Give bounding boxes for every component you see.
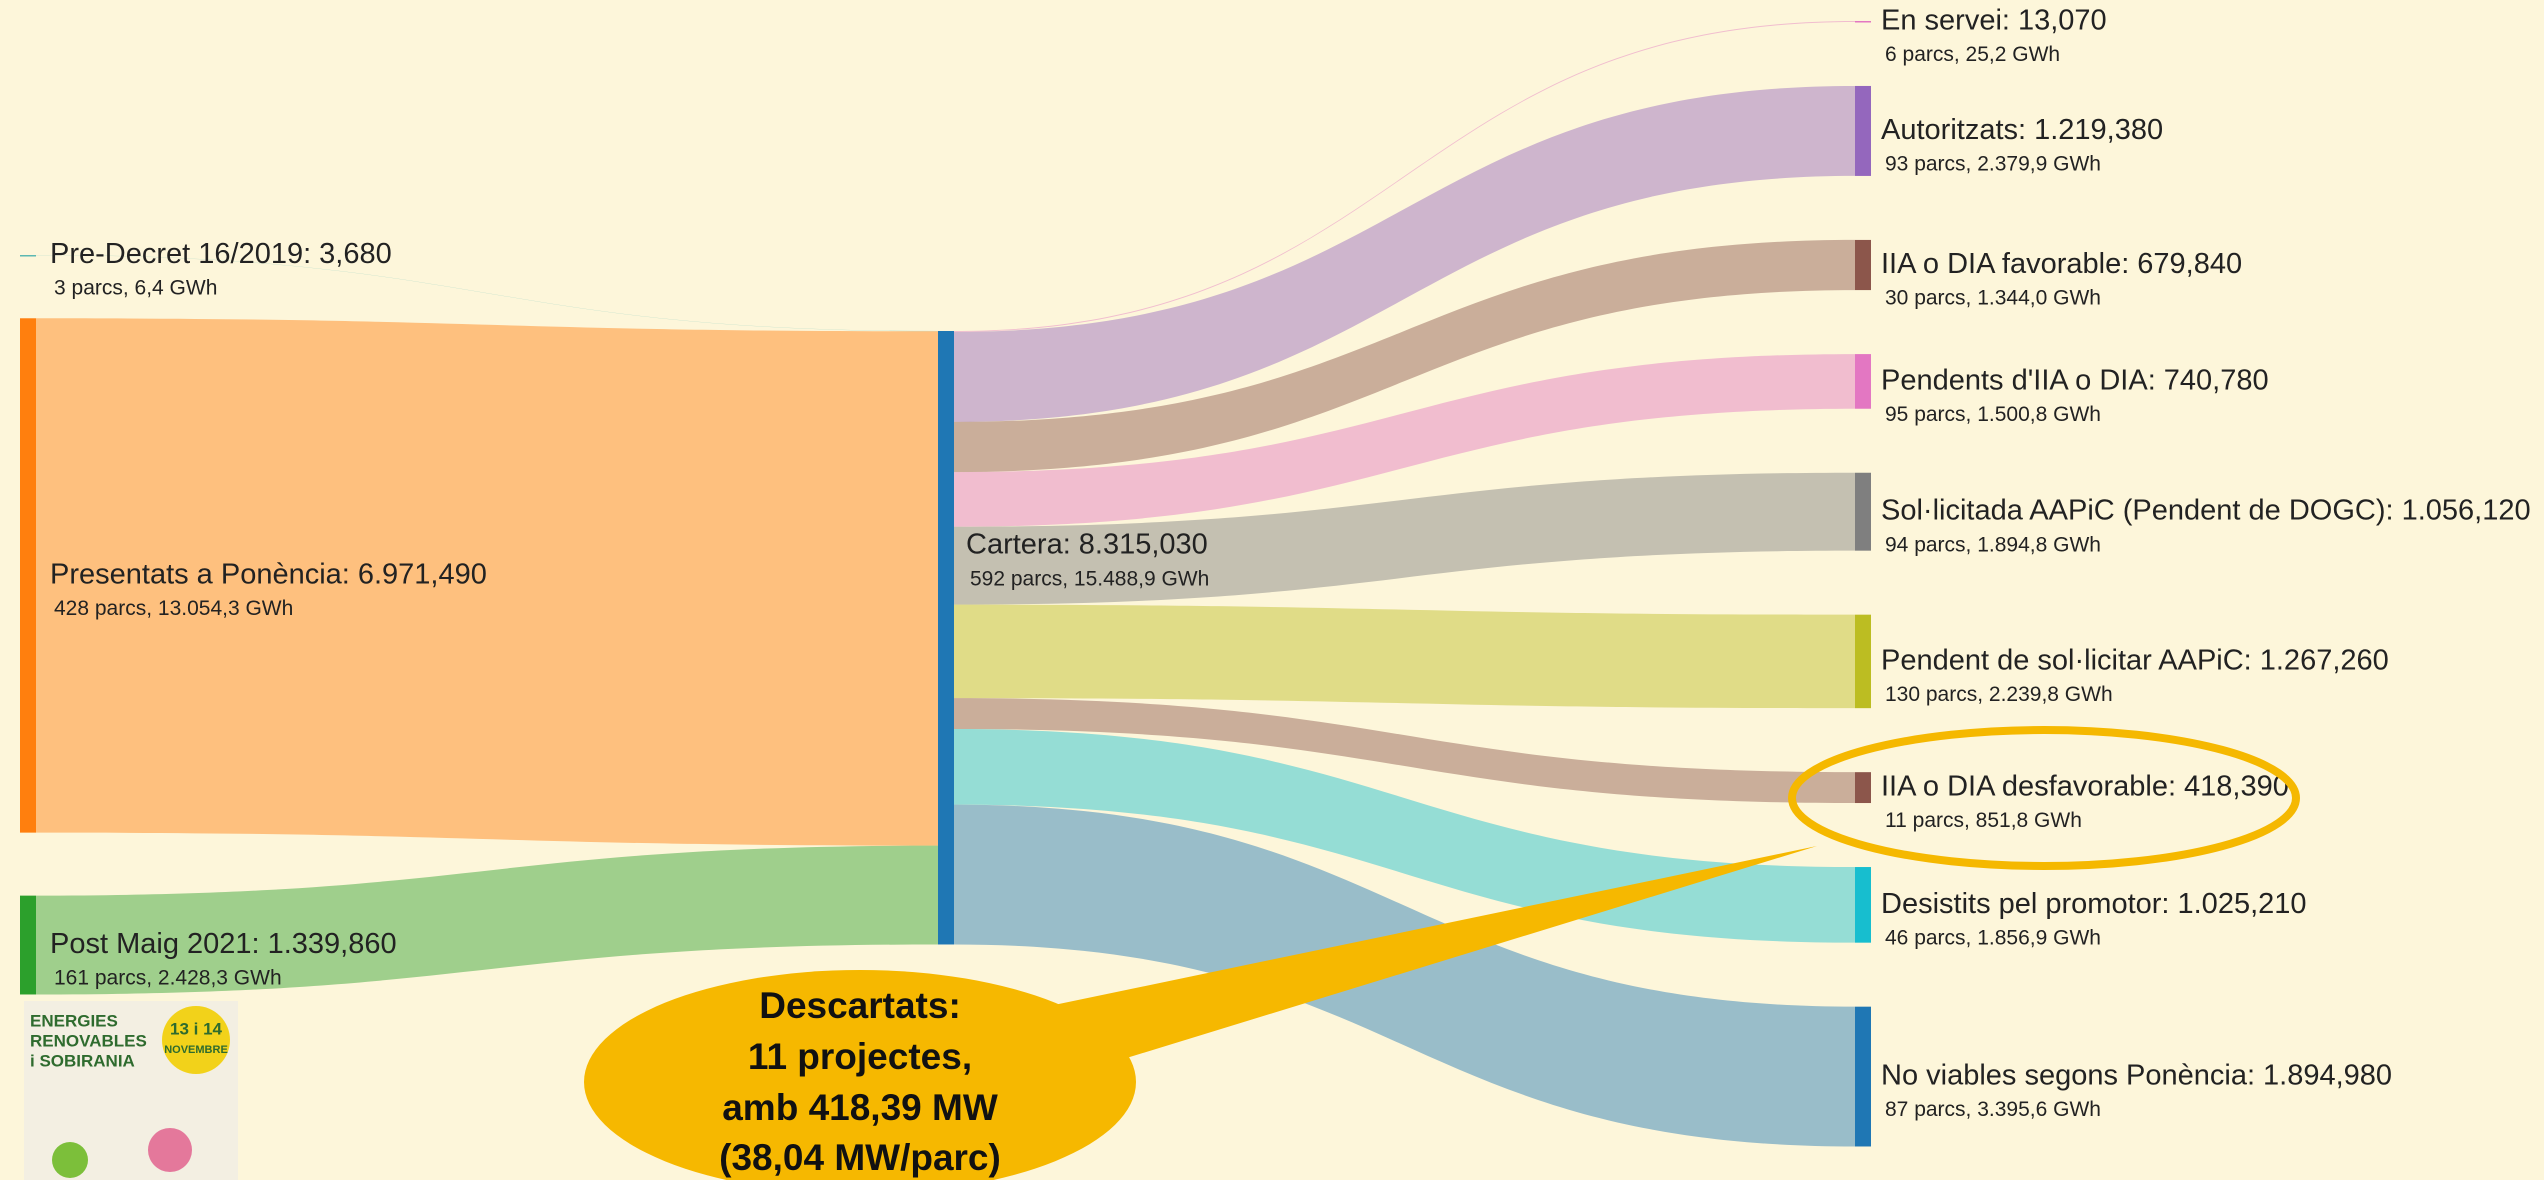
node-label: Presentats a Ponència: 6.971,490 — [50, 558, 487, 590]
node-name: IIA o DIA desfavorable: — [1881, 770, 2176, 802]
node-detail: 6 parcs, 25,2 GWh — [1885, 43, 2060, 66]
node-detail: 130 parcs, 2.239,8 GWh — [1885, 683, 2113, 706]
flow-link — [954, 698, 1855, 804]
poster-icon — [148, 1128, 192, 1172]
node-label: Sol·licitada AAPiC (Pendent de DOGC): 1.0… — [1881, 494, 2531, 526]
node-bar — [20, 318, 36, 833]
node-value: 8.315,030 — [1079, 528, 1208, 560]
callout-line: Descartats: — [759, 985, 961, 1026]
node-name: IIA o DIA favorable: — [1881, 248, 2129, 280]
nodes — [20, 21, 1871, 1147]
labels: Cartera: 8.315,030 592 parcs, 15.488,9 GWh… — [50, 4, 2531, 1121]
node-value: 740,780 — [2164, 364, 2269, 396]
node-bar — [1855, 867, 1871, 943]
node-detail: 161 parcs, 2.428,3 GWh — [54, 967, 282, 990]
node-bar — [1855, 1006, 1871, 1147]
node-value: 1.267,260 — [2260, 644, 2389, 676]
highlight-ring — [1788, 726, 2300, 870]
node-label: Autoritzats: 1.219,380 — [1881, 114, 2163, 146]
node-bar — [1855, 614, 1871, 709]
node-value: 679,840 — [2137, 248, 2242, 280]
poster-icon — [52, 1142, 88, 1178]
poster-sun — [162, 1006, 230, 1074]
node-label: Pre-Decret 16/2019: 3,680 — [50, 238, 392, 270]
node-label: Pendent de sol·licitar AAPiC: 1.267,260 — [1881, 644, 2389, 676]
node-detail: 93 parcs, 2.379,9 GWh — [1885, 152, 2101, 175]
node-label: Cartera: 8.315,030 — [966, 528, 1208, 560]
node-value: 1.894,980 — [2263, 1059, 2392, 1091]
node-label: No viables segons Ponència: 1.894,980 — [1881, 1059, 2392, 1091]
node-detail: 95 parcs, 1.500,8 GWh — [1885, 403, 2101, 426]
poster-date: 13 i 14 — [170, 1019, 223, 1038]
flow-link — [954, 21, 1855, 332]
node-detail: 592 parcs, 15.488,9 GWh — [970, 567, 1209, 590]
node-bar — [1855, 354, 1871, 409]
node-bar — [20, 895, 36, 995]
node-bar — [938, 331, 954, 945]
callout-line: 11 projectes, — [748, 1036, 972, 1077]
node-value: 3,680 — [319, 238, 392, 270]
node-detail: 428 parcs, 13.054,3 GWh — [54, 597, 293, 620]
poster-title: RENOVABLES — [30, 1031, 147, 1050]
flow-link — [954, 472, 1855, 605]
poster-title: i SOBIRANIA — [30, 1051, 135, 1070]
node-bar — [20, 255, 36, 257]
flow-link — [954, 604, 1855, 709]
node-detail: 3 parcs, 6,4 GWh — [54, 277, 217, 300]
node-bar — [1855, 239, 1871, 291]
node-name: Presentats a Ponència: — [50, 558, 350, 590]
flow-link — [36, 845, 938, 995]
node-label: Pendents d'IIA o DIA: 740,780 — [1881, 364, 2269, 396]
node-value: 1.339,860 — [268, 928, 397, 960]
node-name: Autoritzats: — [1881, 114, 2026, 146]
flow-link — [954, 239, 1855, 473]
node-label: IIA o DIA desfavorable: 418,390 — [1881, 770, 2289, 802]
callout-line: (38,04 MW/parc) — [719, 1137, 1001, 1178]
node-detail: 87 parcs, 3.395,6 GWh — [1885, 1098, 2101, 1121]
node-detail: 11 parcs, 851,8 GWh — [1885, 809, 2082, 832]
node-value: 418,390 — [2184, 770, 2289, 802]
node-value: 1.056,120 — [2402, 494, 2531, 526]
flow-link — [954, 804, 1855, 1147]
node-bar — [1855, 772, 1871, 804]
node-detail: 94 parcs, 1.894,8 GWh — [1885, 533, 2101, 556]
node-label: En servei: 13,070 — [1881, 4, 2107, 36]
node-label: IIA o DIA favorable: 679,840 — [1881, 248, 2242, 280]
node-value: 1.025,210 — [2178, 888, 2307, 920]
node-label: Post Maig 2021: 1.339,860 — [50, 928, 397, 960]
node-value: 13,070 — [2018, 4, 2107, 36]
callout-tail — [1030, 846, 1817, 1060]
flow-link — [36, 255, 938, 332]
node-name: Cartera: — [966, 528, 1071, 560]
node-name: Pendents d'IIA o DIA: — [1881, 364, 2156, 396]
node-label: Desistits pel promotor: 1.025,210 — [1881, 888, 2307, 920]
node-name: Pre-Decret 16/2019: — [50, 238, 311, 270]
links — [36, 21, 1855, 1147]
poster-title: ENERGIES — [30, 1011, 118, 1030]
node-name: Pendent de sol·licitar AAPiC: — [1881, 644, 2252, 676]
node-name: No viables segons Ponència: — [1881, 1059, 2255, 1091]
node-name: Desistits pel promotor: — [1881, 888, 2170, 920]
callout-bubble — [584, 970, 1136, 1180]
node-name: Sol·licitada AAPiC (Pendent de DOGC): — [1881, 494, 2394, 526]
flow-link — [954, 354, 1855, 527]
node-detail: 30 parcs, 1.344,0 GWh — [1885, 287, 2101, 310]
node-bar — [1855, 472, 1871, 551]
node-name: En servei: — [1881, 4, 2010, 36]
poster-month: NOVEMBRE — [164, 1044, 228, 1056]
callout-line: amb 418,39 MW — [722, 1087, 998, 1128]
flow-link — [954, 85, 1855, 422]
node-value: 6.971,490 — [358, 558, 487, 590]
node-bar — [1855, 21, 1871, 23]
node-bar — [1855, 85, 1871, 176]
node-name: Post Maig 2021: — [50, 928, 260, 960]
node-value: 1.219,380 — [2034, 114, 2163, 146]
flow-link — [36, 318, 938, 846]
node-detail: 46 parcs, 1.856,9 GWh — [1885, 926, 2101, 949]
